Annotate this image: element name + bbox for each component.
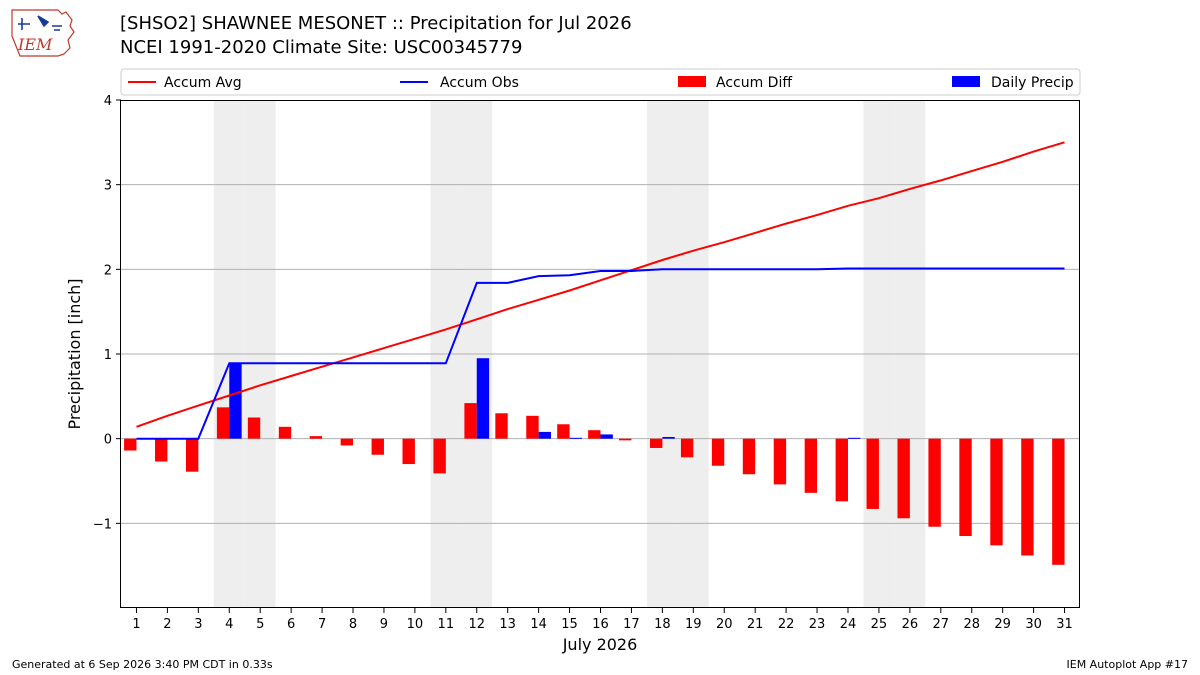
accum-diff-bar — [680, 438, 694, 458]
iem-logo: IEM — [11, 9, 75, 57]
x-tick-label: 27 — [933, 617, 950, 632]
x-tick-label: 24 — [840, 617, 857, 632]
x-tick-label: 9 — [380, 617, 388, 632]
accum-diff-bar — [278, 426, 292, 439]
accum-diff-bar — [185, 438, 199, 472]
accum-diff-bar — [124, 438, 137, 451]
app-credit: IEM Autoplot App #17 — [1066, 658, 1189, 671]
x-tick-label: 22 — [778, 617, 795, 632]
accum-obs-line — [136, 267, 1065, 440]
x-tick-label: 21 — [747, 617, 764, 632]
accum-diff-bar — [371, 438, 384, 455]
accum-avg-line — [136, 141, 1065, 428]
x-tick-label: 7 — [318, 617, 326, 632]
accum-diff-bar — [526, 415, 539, 439]
y-axis-label: Precipitation [inch] — [65, 278, 84, 429]
chart-subtitle: NCEI 1991-2020 Climate Site: USC00345779 — [120, 37, 523, 58]
x-tick-label: 30 — [1025, 617, 1042, 632]
x-tick-label: 20 — [716, 617, 733, 632]
chart-title: [SHSO2] SHAWNEE MESONET :: Precipitation… — [120, 13, 632, 34]
x-tick-label: 25 — [871, 617, 888, 632]
accum-diff-bar — [773, 438, 787, 485]
daily-precip-bar — [229, 363, 242, 439]
accum-diff-bar — [155, 438, 168, 462]
accum-diff-bar — [928, 438, 941, 527]
accum-diff-bar — [588, 430, 601, 439]
accum-diff-bar — [1052, 438, 1065, 565]
accum-diff-bar — [1021, 438, 1034, 556]
x-tick-label: 2 — [163, 617, 171, 632]
x-tick-label: 31 — [1056, 617, 1073, 632]
y-tick-label: 4 — [104, 94, 112, 109]
x-tick-label: 18 — [654, 617, 671, 632]
x-tick-label: 3 — [194, 617, 202, 632]
daily-precip-bar — [476, 358, 490, 439]
accum-diff-bar — [247, 417, 261, 439]
x-tick-label: 19 — [685, 617, 702, 632]
generated-timestamp: Generated at 6 Sep 2026 3:40 PM CDT in 0… — [12, 658, 273, 671]
y-tick-label: 1 — [104, 348, 112, 363]
daily-precip-bar — [662, 436, 675, 439]
accum-diff-bar — [959, 438, 972, 537]
x-tick-label: 6 — [287, 617, 295, 632]
y-tick-label: 0 — [104, 433, 112, 448]
legend-label-daily-precip: Daily Precip — [991, 75, 1074, 91]
accum-diff-bar — [711, 438, 725, 466]
accum-diff-bar — [402, 438, 415, 465]
x-tick-label: 4 — [225, 617, 233, 632]
x-tick-label: 13 — [499, 617, 516, 632]
accum-diff-bar — [866, 438, 879, 509]
x-tick-label: 15 — [561, 617, 578, 632]
bars — [124, 358, 1065, 565]
accum-diff-bar — [557, 424, 570, 439]
x-tick-label: 29 — [994, 617, 1011, 632]
logo-text: IEM — [17, 35, 53, 54]
legend-label-accum-diff: Accum Diff — [716, 75, 792, 91]
x-tick-label: 17 — [623, 617, 640, 632]
x-tick-label: 5 — [256, 617, 264, 632]
accum-diff-bar — [742, 438, 756, 475]
daily-precip-bar — [600, 434, 613, 439]
x-axis-label: July 2026 — [562, 635, 638, 654]
lines — [136, 141, 1065, 440]
legend-label-accum-obs: Accum Obs — [440, 75, 519, 91]
x-tick-label: 23 — [809, 617, 826, 632]
accum-diff-bar — [835, 438, 848, 502]
x-tick-label: 16 — [592, 617, 609, 632]
x-tick-label: 11 — [438, 617, 455, 632]
x-tick-label: 1 — [132, 617, 140, 632]
legend: Accum Avg Accum Obs Accum Diff Daily Pre… — [120, 68, 1081, 96]
y-tick-label: 2 — [104, 263, 112, 278]
accum-diff-bar — [340, 438, 354, 446]
accum-diff-bar — [897, 438, 910, 519]
daily-precip-bar — [569, 437, 582, 439]
x-tick-label: 10 — [407, 617, 424, 632]
x-tick-label: 26 — [902, 617, 919, 632]
accum-diff-bar — [804, 438, 818, 493]
accum-diff-bar — [649, 438, 663, 448]
legend-frame — [120, 68, 1081, 96]
y-tick-label: 3 — [104, 179, 112, 194]
daily-precip-bar — [847, 437, 861, 439]
x-tick-label: 28 — [963, 617, 980, 632]
accum-diff-bar — [495, 413, 508, 439]
x-tick-label: 12 — [468, 617, 485, 632]
y-tick-label: −1 — [93, 517, 112, 532]
legend-swatch-daily-precip — [952, 76, 980, 87]
legend-label-accum-avg: Accum Avg — [164, 75, 242, 91]
accum-diff-bar — [619, 438, 632, 441]
daily-precip-bar — [538, 431, 552, 439]
accum-diff-bar — [464, 403, 477, 439]
accum-diff-bar — [216, 407, 230, 439]
accum-diff-bar — [309, 436, 323, 439]
accum-diff-bar — [990, 438, 1003, 546]
accum-diff-bar — [433, 438, 446, 474]
legend-swatch-accum-diff — [678, 76, 706, 87]
x-tick-label: 14 — [530, 617, 547, 632]
x-tick-label: 8 — [349, 617, 357, 632]
